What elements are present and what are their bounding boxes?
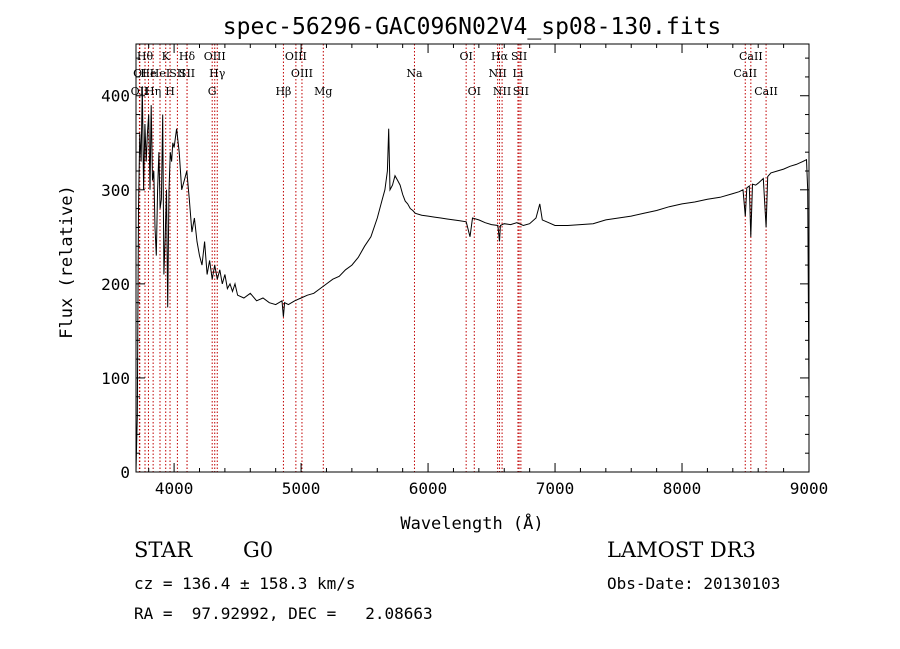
- spectral-line-label: NII: [488, 67, 506, 80]
- x-tick-label: 5000: [282, 479, 321, 498]
- spectral-line-label: Mg: [314, 85, 332, 98]
- spectral-line-label: OII: [131, 85, 149, 98]
- annotation-lines-group: [138, 44, 767, 472]
- x-tick-label: 6000: [409, 479, 448, 498]
- spectrum-series-line: [135, 86, 810, 473]
- y-tick-label: 300: [101, 181, 130, 200]
- y-axis-ticks: 0 100 200 300 400: [101, 57, 809, 482]
- object-class-label: STAR: [134, 538, 193, 562]
- spectral-line-label: OIII: [285, 50, 307, 63]
- spectral-line-label: H: [165, 85, 175, 98]
- survey-label: LAMOST DR3: [607, 538, 756, 562]
- x-axis-title: Wavelength (Å): [400, 512, 543, 534]
- spectral-line-label: HeI: [150, 67, 170, 80]
- chart-title: spec-56296-GAC096N02V4_sp08-130.fits: [223, 14, 722, 40]
- y-axis-title: Flux (relative): [57, 185, 77, 339]
- y-tick-label: 100: [101, 369, 130, 388]
- observation-date-text: Obs-Date: 20130103: [607, 574, 781, 593]
- spectral-line-label: Li: [513, 67, 524, 80]
- spectral-line-label: Hγ: [209, 67, 226, 80]
- object-subclass-label: G0: [243, 538, 274, 562]
- annotation-labels-group: OIIOIHθHeHηHeIKHSIIHδSIIGOIIIHγHβOIIIOII…: [131, 50, 778, 98]
- spectral-line-label: K: [162, 50, 171, 63]
- x-tick-label: 4000: [155, 479, 194, 498]
- redshift-velocity-text: cz = 136.4 ± 158.3 km/s: [134, 574, 356, 593]
- spectral-line-label: Hβ: [275, 85, 291, 98]
- spectral-line-label: CaII: [754, 85, 778, 98]
- spectral-line-label: SII: [513, 85, 529, 98]
- spectral-line-label: CaII: [739, 50, 763, 63]
- spectral-line-label: He: [140, 67, 156, 80]
- spectral-line-label: Na: [406, 67, 423, 80]
- spectral-line-label: Hη: [145, 85, 161, 98]
- y-tick-label: 400: [101, 87, 130, 106]
- spectral-line-label: OIII: [204, 50, 226, 63]
- coordinates-text: RA = 97.92992, DEC = 2.08663: [134, 604, 433, 623]
- spectral-line-label: Hδ: [179, 50, 196, 63]
- spectral-line-label: Hα: [491, 50, 509, 63]
- spectral-line-label: OIII: [291, 67, 313, 80]
- spectral-line-label: NII: [493, 85, 511, 98]
- spectral-line-label: OI: [468, 85, 481, 98]
- spectral-line-label: SII: [511, 50, 527, 63]
- spectral-line-label: Hθ: [137, 50, 154, 63]
- spectral-line-label: SII: [169, 67, 185, 80]
- spectral-line-label: OI: [459, 50, 472, 63]
- x-tick-label: 7000: [536, 479, 575, 498]
- x-tick-label: 8000: [663, 479, 702, 498]
- plot-frame: [135, 43, 810, 473]
- y-tick-label: 0: [120, 463, 130, 482]
- x-axis-ticks: 4000 5000 6000 7000 8000 9000: [148, 44, 829, 498]
- spectral-line-label: SII: [179, 67, 195, 80]
- y-tick-label: 200: [101, 275, 130, 294]
- spectral-line-label: G: [208, 85, 217, 98]
- spectral-line-label: CaII: [733, 67, 757, 80]
- x-tick-label: 9000: [790, 479, 829, 498]
